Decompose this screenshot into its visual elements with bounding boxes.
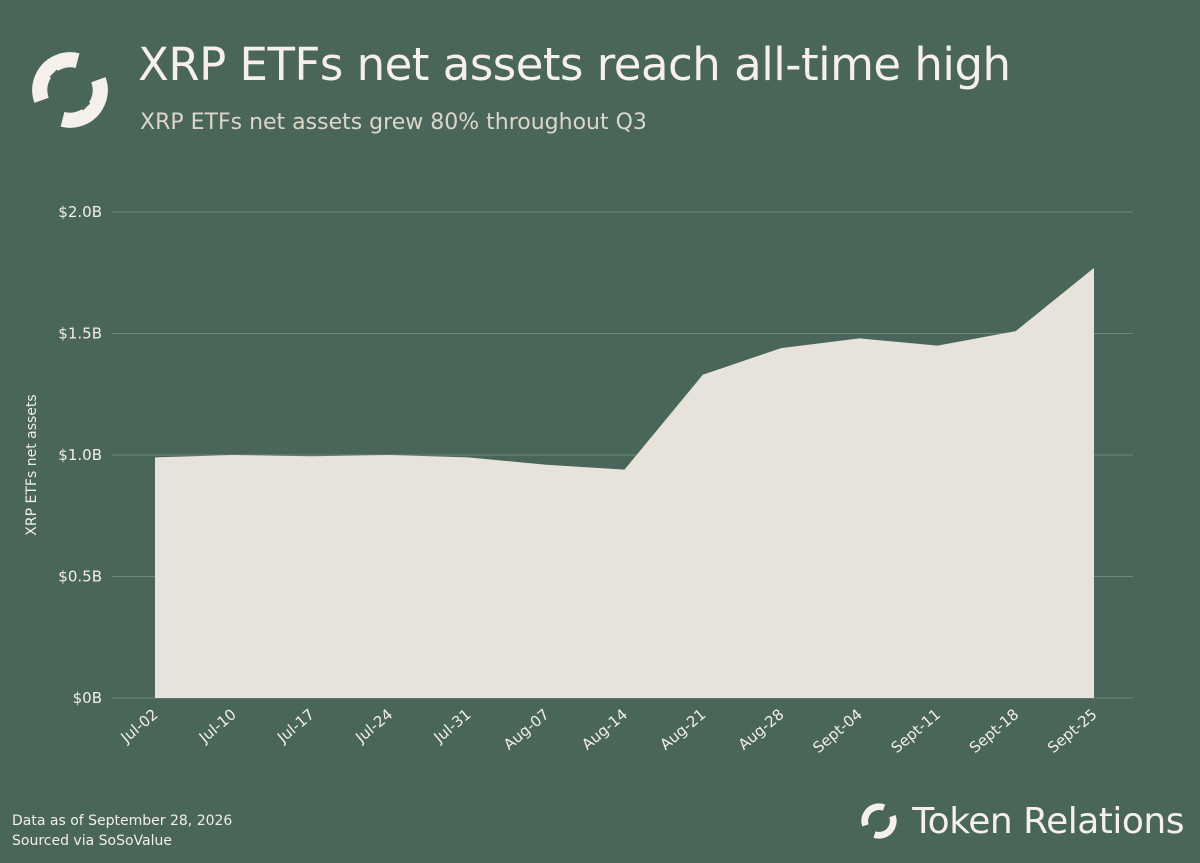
- x-tick-label: Sept-11: [888, 705, 945, 756]
- x-tick-label: Sept-18: [966, 705, 1023, 756]
- y-tick-label: $2.0B: [58, 203, 102, 221]
- x-tick-label: Jul-24: [351, 705, 396, 747]
- brand-name: Token Relations: [912, 800, 1184, 842]
- footnote: Data as of September 28, 2026 Sourced vi…: [12, 811, 232, 851]
- x-tick-label: Sept-25: [1044, 705, 1101, 756]
- y-tick-label: $0B: [73, 689, 102, 707]
- x-tick-label: Aug-21: [657, 705, 710, 753]
- series-area: [155, 267, 1094, 698]
- x-tick-label: Aug-07: [500, 705, 553, 753]
- y-tick-label: $0.5B: [58, 568, 102, 586]
- y-tick-label: $1.0B: [58, 446, 102, 464]
- page-title: XRP ETFs net assets reach all-time high: [138, 38, 1011, 91]
- source-note: Sourced via SoSoValue: [12, 833, 172, 849]
- data-date-note: Data as of September 28, 2026: [12, 813, 233, 829]
- y-tick-labels: $0B $0.5B $1.0B $1.5B $2.0B: [58, 203, 102, 707]
- x-tick-label: Jul-02: [117, 705, 162, 747]
- brand: Token Relations: [858, 800, 1184, 842]
- x-tick-label: Jul-31: [430, 705, 475, 747]
- chart-area: [155, 267, 1094, 698]
- y-tick-label: $1.5B: [58, 325, 102, 343]
- brand-logo-icon: [861, 803, 897, 839]
- x-tick-label: Jul-10: [195, 705, 240, 747]
- page-subtitle: XRP ETFs net assets grew 80% throughout …: [140, 110, 647, 135]
- token-relations-logo-icon: [32, 52, 108, 128]
- x-tick-labels: Jul-02 Jul-10 Jul-17 Jul-24 Jul-31 Aug-07 Aug-…: [117, 705, 1101, 756]
- x-tick-label: Jul-17: [273, 705, 318, 747]
- x-tick-label: Aug-14: [578, 705, 631, 753]
- x-tick-label: Sept-04: [809, 705, 866, 756]
- x-tick-label: Aug-28: [735, 705, 788, 753]
